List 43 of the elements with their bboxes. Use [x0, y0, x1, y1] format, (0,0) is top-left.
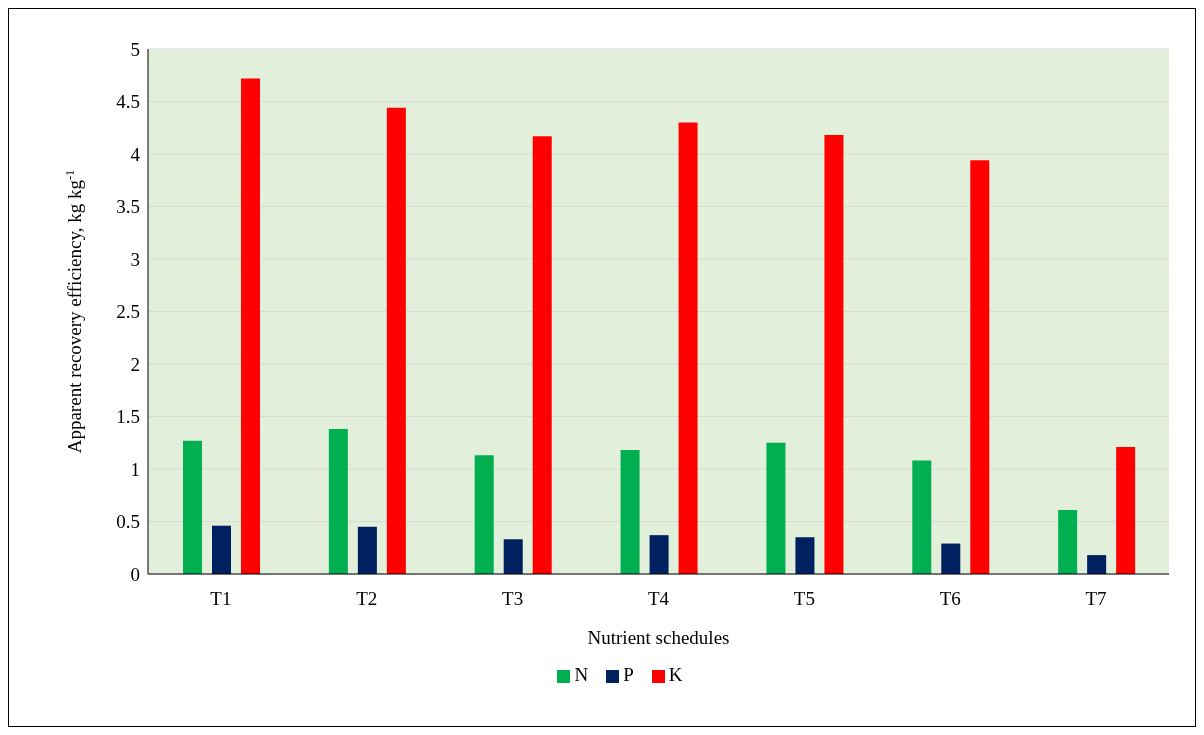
bar [649, 535, 669, 574]
bar [212, 525, 232, 574]
x-tick-label: T4 [647, 588, 670, 610]
bar [328, 429, 348, 574]
bar [795, 537, 815, 574]
y-tick-label: 3.5 [116, 196, 140, 218]
x-axis-title: Nutrient schedules [587, 627, 730, 648]
bar [1058, 509, 1078, 574]
x-tick-label: T7 [1085, 588, 1107, 610]
bar [620, 450, 640, 574]
y-tick-label: 0 [130, 563, 140, 585]
bar [1087, 555, 1107, 574]
bar [532, 136, 552, 574]
bar [357, 526, 377, 574]
y-tick-label: 1.5 [116, 406, 140, 428]
y-tick-label: 1 [130, 458, 140, 480]
legend-label: P [623, 664, 634, 685]
bar [824, 135, 844, 574]
bar [941, 543, 961, 574]
bar [386, 107, 406, 574]
bar [678, 122, 698, 574]
x-tick-label: T6 [939, 588, 961, 610]
x-tick-label: T1 [210, 588, 232, 610]
x-tick-label: T5 [793, 588, 815, 610]
bar [503, 539, 523, 574]
legend-label: K [668, 664, 683, 685]
y-tick-label: 5 [130, 38, 140, 60]
bar [766, 442, 786, 574]
x-tick-label: T3 [502, 588, 524, 610]
bar [912, 460, 932, 574]
bar [183, 440, 203, 574]
x-tick-label: T2 [356, 588, 378, 610]
legend-label: N [574, 664, 589, 685]
y-tick-label: 2.5 [116, 301, 140, 323]
y-tick-label: 4.5 [116, 91, 140, 113]
y-tick-label: 2 [130, 353, 140, 375]
y-tick-label: 4 [130, 143, 141, 165]
bar [241, 78, 261, 574]
bar [474, 455, 494, 574]
y-tick-label: 3 [130, 248, 140, 270]
y-tick-label: 0.5 [116, 511, 140, 533]
bar [970, 160, 990, 574]
bar [1116, 446, 1136, 574]
